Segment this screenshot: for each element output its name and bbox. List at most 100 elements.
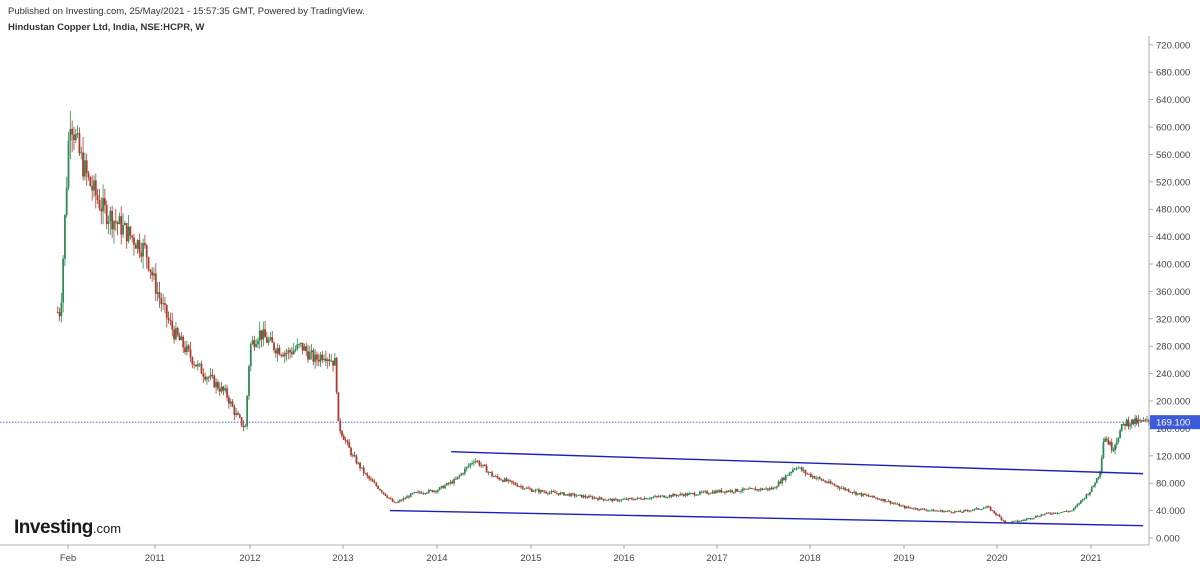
candle-body <box>686 493 689 496</box>
candle-body <box>388 497 390 499</box>
candle-body <box>1094 483 1096 486</box>
candle-body <box>1139 419 1141 421</box>
y-tick-label: 440.000 <box>1156 232 1190 243</box>
logo-suffix-text: .com <box>92 521 122 536</box>
candle-body <box>880 499 883 501</box>
candle-body <box>898 503 901 507</box>
candle-body <box>445 483 448 486</box>
candle-body <box>1102 441 1105 458</box>
candle-body <box>368 476 371 479</box>
candle-body <box>884 499 886 502</box>
candle-body <box>975 508 978 509</box>
candle-body <box>573 493 576 497</box>
candle-body <box>78 133 81 154</box>
candle-body <box>688 493 691 496</box>
candle-body <box>546 493 549 494</box>
candle-body <box>878 499 881 500</box>
candle-body <box>750 488 753 489</box>
candle-body <box>404 498 407 500</box>
candle-body <box>249 344 252 367</box>
candle-body <box>632 499 635 501</box>
candle-body <box>73 134 75 141</box>
candle-body <box>456 476 459 479</box>
candle-body <box>614 498 617 500</box>
candle-body <box>800 467 803 471</box>
candle-body <box>864 493 866 495</box>
candle-body <box>478 461 481 466</box>
x-axis[interactable]: Feb 2011 2012 2013 2014 2015 2016 2017 2018 2019 2… <box>0 544 1149 564</box>
trendline[interactable] <box>389 509 1144 527</box>
candle-body <box>725 490 728 493</box>
candle-body <box>783 477 785 480</box>
candle-body <box>1040 514 1043 517</box>
candle-body <box>113 221 115 230</box>
candle-body <box>262 329 265 340</box>
candle-body <box>138 240 141 253</box>
candle-body <box>200 363 203 374</box>
candle-body <box>568 493 571 497</box>
candle-body <box>561 492 564 494</box>
candle-body <box>500 479 502 481</box>
candle-body <box>1110 442 1113 451</box>
candle-body <box>665 497 667 499</box>
candle-body <box>648 498 651 500</box>
candle-body <box>779 481 782 484</box>
candle-body <box>907 506 910 508</box>
x-tick-label: 2019 <box>893 553 914 564</box>
candle-body <box>986 506 988 508</box>
candle-body <box>400 500 403 501</box>
y-tick-label: 40.000 <box>1156 506 1185 517</box>
candle-body <box>435 490 437 492</box>
candle-body <box>936 510 938 512</box>
candle-body <box>1049 513 1052 514</box>
candle-body <box>393 501 396 503</box>
candle-body <box>125 223 128 242</box>
candle-body <box>476 460 479 462</box>
candle-body <box>296 344 299 350</box>
trendline[interactable] <box>451 450 1144 475</box>
candle-body <box>109 210 112 222</box>
candle-body <box>1076 504 1079 507</box>
candle-body <box>292 350 295 355</box>
candle-body <box>987 506 990 508</box>
candle-body <box>346 440 349 442</box>
x-tick-label: 2011 <box>145 553 165 564</box>
candle-body <box>131 235 134 238</box>
candle-body <box>287 350 290 354</box>
candle-body <box>184 347 186 353</box>
candle-body <box>337 392 340 422</box>
candle-body <box>964 510 967 511</box>
candle-body <box>291 352 293 355</box>
candle-body <box>702 491 705 493</box>
candle-body <box>105 205 108 224</box>
candle-body <box>914 508 917 510</box>
candle-body <box>618 500 621 502</box>
y-axis[interactable]: 0.000 40.000 80.000 120.000 160.000 200.000 24… <box>1149 40 1190 545</box>
candle-body <box>774 487 776 489</box>
candle-body <box>1027 518 1030 519</box>
candle-body <box>180 336 183 341</box>
candle-body <box>389 498 392 500</box>
candle-body <box>89 177 92 187</box>
candle-body <box>784 475 787 480</box>
candle-body <box>380 490 383 493</box>
candle-body <box>149 269 152 272</box>
candle-body <box>564 494 567 496</box>
candle-body <box>271 337 274 343</box>
candle-body <box>1092 485 1095 488</box>
candle-body <box>145 245 148 258</box>
candle-body <box>738 491 741 493</box>
candle-body <box>582 495 585 498</box>
candle-body <box>925 509 928 511</box>
candle-body <box>1061 511 1064 513</box>
candle-body <box>1056 513 1059 514</box>
candle-body <box>1072 508 1075 511</box>
candle-body <box>919 508 922 511</box>
candle-body <box>273 342 275 351</box>
candle-body <box>1127 419 1130 427</box>
candle-body <box>639 498 642 500</box>
candle-body <box>1099 471 1101 478</box>
candle-body <box>305 346 308 352</box>
candle-body <box>307 351 309 360</box>
